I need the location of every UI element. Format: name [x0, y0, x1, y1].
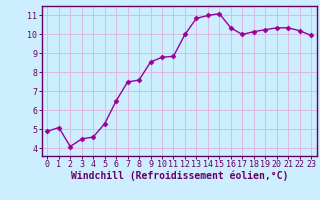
X-axis label: Windchill (Refroidissement éolien,°C): Windchill (Refroidissement éolien,°C): [70, 171, 288, 181]
